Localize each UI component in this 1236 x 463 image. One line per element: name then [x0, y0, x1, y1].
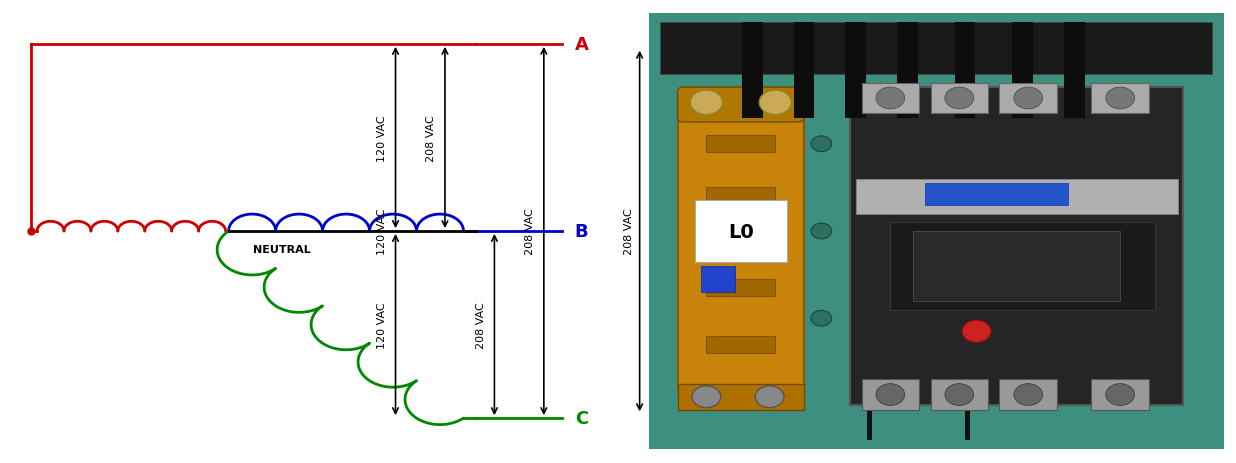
Bar — [707, 136, 775, 153]
Bar — [707, 188, 775, 206]
Circle shape — [811, 224, 832, 239]
Circle shape — [1014, 88, 1043, 110]
Text: 208 VAC: 208 VAC — [476, 301, 486, 348]
Circle shape — [811, 311, 832, 326]
Bar — [1091, 83, 1149, 114]
FancyBboxPatch shape — [695, 201, 787, 262]
Bar — [1012, 23, 1033, 119]
Bar — [660, 23, 1213, 75]
Bar — [931, 83, 988, 114]
Circle shape — [690, 91, 723, 115]
Bar — [925, 184, 1068, 206]
FancyBboxPatch shape — [677, 88, 805, 123]
Text: C: C — [575, 409, 588, 427]
Bar — [1064, 23, 1084, 119]
Bar — [850, 88, 1183, 406]
Circle shape — [759, 91, 791, 115]
Bar — [677, 384, 805, 410]
Text: B: B — [575, 223, 588, 240]
Bar — [954, 23, 975, 119]
Bar — [855, 179, 1178, 214]
Text: 120 VAC: 120 VAC — [377, 301, 387, 348]
Circle shape — [944, 384, 974, 406]
Circle shape — [1106, 88, 1135, 110]
Bar — [861, 83, 920, 114]
Bar — [794, 23, 815, 119]
Bar — [1091, 380, 1149, 410]
Text: 120 VAC: 120 VAC — [377, 115, 387, 162]
Circle shape — [876, 384, 905, 406]
Bar — [897, 23, 918, 119]
Circle shape — [962, 321, 991, 343]
Text: A: A — [575, 36, 588, 54]
Circle shape — [876, 88, 905, 110]
Bar — [931, 380, 988, 410]
Bar — [861, 380, 920, 410]
Bar — [868, 397, 871, 440]
Circle shape — [944, 88, 974, 110]
Bar — [742, 23, 763, 119]
Text: 208 VAC: 208 VAC — [426, 115, 436, 162]
Bar — [707, 336, 775, 353]
Bar — [913, 232, 1120, 301]
Bar — [677, 105, 805, 393]
Text: 208 VAC: 208 VAC — [624, 208, 634, 255]
Circle shape — [1014, 384, 1043, 406]
Bar — [701, 266, 735, 293]
Bar — [890, 223, 1154, 310]
Bar — [707, 279, 775, 297]
Bar — [1000, 380, 1057, 410]
Text: 208 VAC: 208 VAC — [525, 208, 535, 255]
Circle shape — [755, 386, 784, 408]
Text: L0: L0 — [728, 222, 754, 241]
Bar — [965, 397, 969, 440]
Circle shape — [811, 137, 832, 152]
Bar — [1000, 83, 1057, 114]
Circle shape — [1106, 384, 1135, 406]
Bar — [845, 23, 866, 119]
Circle shape — [692, 386, 721, 408]
Text: NEUTRAL: NEUTRAL — [253, 245, 311, 255]
Text: 120 VAC: 120 VAC — [377, 208, 387, 255]
